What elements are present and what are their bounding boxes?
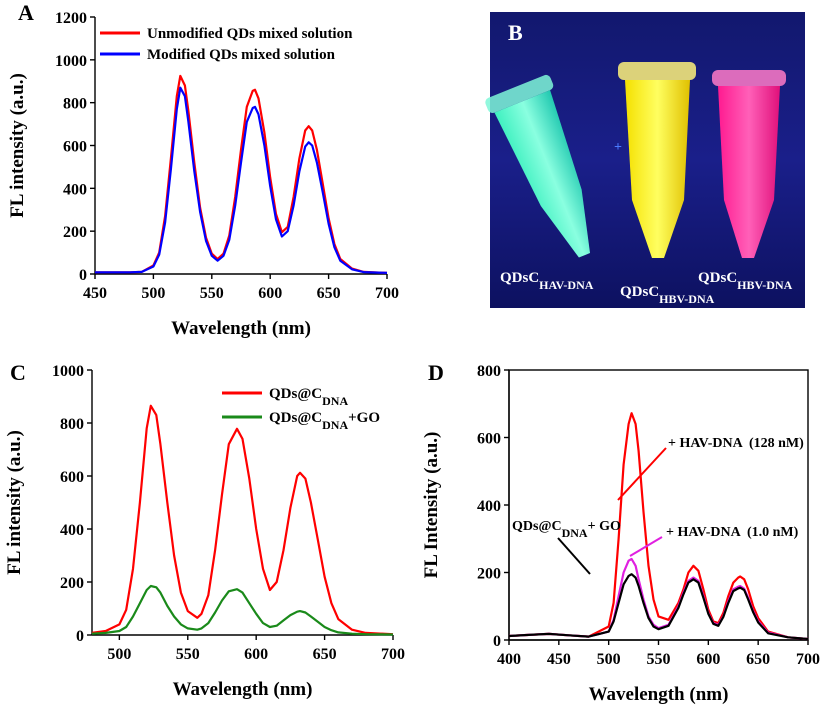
legend-entry: QDs@CDNA+GO — [269, 410, 380, 432]
annotation: + HAV-DNA (1.0 nM) — [666, 525, 799, 540]
y-tick-label: 1000 — [52, 363, 84, 380]
y-tick-label: 0 — [493, 633, 501, 650]
y-tick-label: 600 — [60, 469, 84, 486]
series-line — [508, 573, 809, 641]
y-axis-label: FL intensity (a.u.) — [7, 73, 28, 218]
tube-pink — [712, 70, 786, 258]
annotation-part: QDs@C — [512, 519, 562, 534]
y-tick-label: 0 — [76, 628, 84, 645]
tube-label-part: HBV-DNA — [659, 292, 714, 306]
y-axis-label: FL Intensity (a.u.) — [421, 432, 442, 579]
annotation-arrow — [617, 447, 667, 501]
x-tick-label: 400 — [497, 651, 521, 668]
x-tick-label: 700 — [796, 651, 820, 668]
x-tick-label: 550 — [647, 651, 671, 668]
tube-label-part: QDsC — [500, 270, 539, 286]
annotation-part: + HAV-DNA (128 nM) — [668, 436, 804, 451]
y-tick-label: 400 — [63, 181, 87, 198]
annotation-arrow — [557, 537, 591, 575]
x-axis-label: Wavelength (nm) — [173, 679, 313, 700]
y-tick-label: 600 — [477, 431, 501, 448]
series-line — [91, 584, 394, 636]
x-tick-label: 700 — [375, 285, 399, 302]
annotation-arrow — [629, 536, 663, 557]
x-tick-label: 450 — [83, 285, 107, 302]
x-axis-label: Wavelength (nm) — [589, 684, 729, 705]
tube-label-part: HAV-DNA — [539, 278, 594, 292]
annotation: + HAV-DNA (128 nM) — [668, 436, 804, 451]
y-tick-label: 800 — [60, 416, 84, 433]
x-tick-label: 550 — [200, 285, 224, 302]
annotation-part: + HAV-DNA (1.0 nM) — [666, 525, 799, 540]
x-tick-label: 600 — [696, 651, 720, 668]
legend-entry: QDs@CDNA — [269, 386, 348, 408]
tube-label-part: QDsC — [620, 284, 659, 300]
x-tick-label: 650 — [746, 651, 770, 668]
y-tick-label: 800 — [477, 363, 501, 380]
tube-green — [485, 74, 591, 258]
x-tick-label: 650 — [313, 646, 337, 663]
x-tick-label: 600 — [258, 285, 282, 302]
legend-entry-part: DNA — [322, 418, 348, 432]
x-axis-label: Wavelength (nm) — [171, 318, 311, 339]
legend-entry-part: DNA — [322, 394, 348, 408]
tube-label: QDsCHAV-DNA — [500, 270, 594, 292]
legend-entry: Unmodified QDs mixed solution — [147, 26, 353, 42]
y-tick-label: 400 — [477, 498, 501, 515]
x-tick-label: 500 — [107, 646, 131, 663]
tube-label-part: QDsC — [698, 270, 737, 286]
tube-label: QDsCHBV-DNA — [620, 284, 715, 306]
y-tick-label: 800 — [63, 96, 87, 113]
y-tick-label: 0 — [79, 267, 87, 284]
y-tick-label: 200 — [63, 224, 87, 241]
y-tick-label: 400 — [60, 522, 84, 539]
plot-frame — [508, 369, 809, 641]
tube-label: QDsCHBV-DNA — [698, 270, 793, 292]
series-line — [95, 74, 388, 274]
x-tick-label: 500 — [141, 285, 165, 302]
annotation-part: + GO — [588, 519, 621, 534]
series-line — [95, 86, 388, 274]
x-tick-label: 650 — [317, 285, 341, 302]
legend-entry-part: QDs@C — [269, 410, 322, 426]
annotation: QDs@CDNA+ GO — [512, 519, 621, 540]
y-tick-label: 600 — [63, 139, 87, 156]
photo-panel: + — [485, 12, 805, 308]
y-tick-label: 200 — [60, 575, 84, 592]
series-line — [91, 404, 394, 636]
x-tick-label: 600 — [244, 646, 268, 663]
y-tick-label: 200 — [477, 566, 501, 583]
y-tick-label: 1200 — [55, 10, 87, 27]
cross-mark: + — [614, 140, 622, 155]
panel-label: C — [10, 360, 26, 385]
panel-label: A — [18, 0, 34, 25]
legend-entry-part: QDs@C — [269, 386, 322, 402]
x-tick-label: 450 — [547, 651, 571, 668]
series-line — [508, 412, 809, 641]
annotation-part: DNA — [562, 526, 588, 540]
tube-label-part: HBV-DNA — [737, 278, 792, 292]
y-axis-label: FL intensity (a.u.) — [4, 430, 25, 575]
legend-entry-part: +GO — [348, 410, 380, 426]
y-tick-label: 1000 — [55, 53, 87, 70]
x-tick-label: 700 — [381, 646, 405, 663]
tube-yellow — [618, 62, 696, 258]
x-tick-label: 500 — [597, 651, 621, 668]
panel-label: B — [508, 20, 523, 45]
legend-entry: Modified QDs mixed solution — [147, 47, 336, 63]
x-tick-label: 550 — [176, 646, 200, 663]
panel-label: D — [428, 360, 444, 385]
